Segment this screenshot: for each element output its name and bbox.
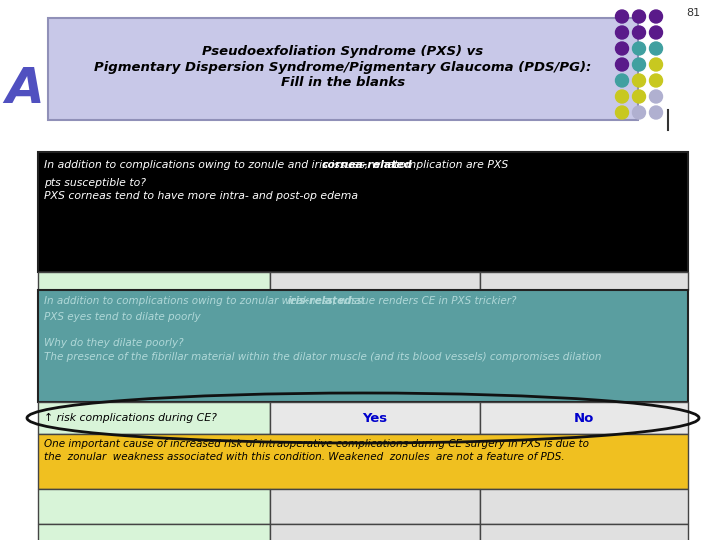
Bar — [270, 524, 480, 540]
Text: iris-related: iris-related — [288, 296, 353, 306]
Bar — [480, 524, 688, 540]
Circle shape — [649, 74, 662, 87]
Circle shape — [632, 10, 646, 23]
Text: PXS eyes tend to dilate poorly

Why do they dilate poorly?
The presence of the f: PXS eyes tend to dilate poorly Why do th… — [44, 312, 601, 362]
Text: ↑ risk complications during CE?: ↑ risk complications during CE? — [44, 413, 217, 423]
Circle shape — [632, 106, 646, 119]
Bar — [38, 402, 270, 434]
Circle shape — [632, 26, 646, 39]
Bar — [48, 18, 638, 120]
Bar — [270, 272, 480, 290]
Text: One important cause of increased risk of intraoperative complications during CE : One important cause of increased risk of… — [44, 439, 589, 462]
Circle shape — [632, 90, 646, 103]
Circle shape — [616, 90, 629, 103]
Bar — [38, 152, 688, 272]
Circle shape — [616, 58, 629, 71]
Circle shape — [649, 26, 662, 39]
Circle shape — [616, 26, 629, 39]
Circle shape — [616, 42, 629, 55]
Bar — [38, 524, 270, 540]
Bar — [38, 290, 688, 402]
Bar — [270, 402, 480, 434]
Bar — [38, 434, 688, 489]
Circle shape — [616, 10, 629, 23]
Circle shape — [616, 106, 629, 119]
Text: complication are PXS: complication are PXS — [387, 160, 509, 170]
Bar — [480, 489, 688, 524]
Circle shape — [616, 74, 629, 87]
Bar — [480, 272, 688, 290]
Text: Yes: Yes — [362, 411, 387, 424]
Circle shape — [649, 106, 662, 119]
Circle shape — [632, 74, 646, 87]
Bar — [480, 402, 688, 434]
Bar — [38, 272, 270, 290]
Text: cornea-related: cornea-related — [322, 160, 413, 170]
Bar — [270, 489, 480, 524]
Circle shape — [649, 10, 662, 23]
Text: 81: 81 — [686, 8, 700, 18]
Circle shape — [649, 90, 662, 103]
Text: issue renders CE in PXS trickier?: issue renders CE in PXS trickier? — [342, 296, 516, 306]
Circle shape — [632, 58, 646, 71]
Bar — [38, 489, 270, 524]
Circle shape — [649, 58, 662, 71]
Text: In addition to complications owing to zonule and iris issues, what: In addition to complications owing to zo… — [44, 160, 402, 170]
Text: Pseudoexfoliation Syndrome (PXS) vs
Pigmentary Dispersion Syndrome/Pigmentary Gl: Pseudoexfoliation Syndrome (PXS) vs Pigm… — [94, 45, 592, 89]
Text: In addition to complications owing to zonular weakness, what: In addition to complications owing to zo… — [44, 296, 368, 306]
Circle shape — [632, 42, 646, 55]
Circle shape — [649, 42, 662, 55]
Text: pts susceptible to?
PXS corneas tend to have more intra- and post-op edema: pts susceptible to? PXS corneas tend to … — [44, 178, 358, 201]
Text: A: A — [6, 65, 45, 113]
Text: No: No — [574, 411, 594, 424]
